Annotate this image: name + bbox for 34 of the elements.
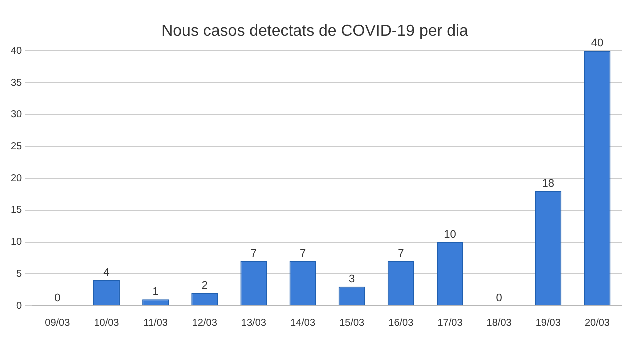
x-tick-label: 18/03 <box>486 318 512 329</box>
x-tick-label: 14/03 <box>290 318 316 329</box>
x-tick-label: 13/03 <box>241 318 267 329</box>
data-label: 4 <box>104 267 110 280</box>
data-label: 7 <box>250 248 258 260</box>
y-tick-label: 15 <box>11 205 23 216</box>
chart-title: Nous casos detectats de COVID-19 per dia <box>162 23 469 40</box>
data-label: 1 <box>152 286 159 298</box>
y-tick-label: 35 <box>11 78 23 89</box>
data-label: 10 <box>444 228 456 241</box>
y-tick-label: 5 <box>16 268 23 280</box>
data-label: 7 <box>300 248 306 260</box>
y-tick-label: 25 <box>11 142 23 152</box>
data-label: 18 <box>542 178 555 190</box>
data-label: 40 <box>591 38 604 50</box>
x-tick-label: 12/03 <box>192 318 218 329</box>
x-tick-label: 15/03 <box>340 318 366 329</box>
y-tick-label: 30 <box>11 110 23 121</box>
data-label: 2 <box>202 280 208 292</box>
x-tick-label: 10/03 <box>94 318 120 329</box>
x-tick-label: 09/03 <box>45 318 71 329</box>
data-label: 3 <box>349 273 356 286</box>
y-tick-label: 20 <box>11 173 23 184</box>
x-tick-label: 11/03 <box>144 318 168 329</box>
data-label: 0 <box>54 292 61 305</box>
data-label: 0 <box>496 292 502 305</box>
y-tick-label: 10 <box>11 237 23 248</box>
y-tick-label: 40 <box>11 46 23 57</box>
x-tick-label: 20/03 <box>584 318 610 329</box>
x-tick-label: 17/03 <box>438 318 464 329</box>
data-label: 7 <box>398 248 404 260</box>
y-tick-label: 0 <box>16 300 23 312</box>
x-tick-label: 16/03 <box>388 318 414 329</box>
x-tick-label: 19/03 <box>536 318 562 329</box>
